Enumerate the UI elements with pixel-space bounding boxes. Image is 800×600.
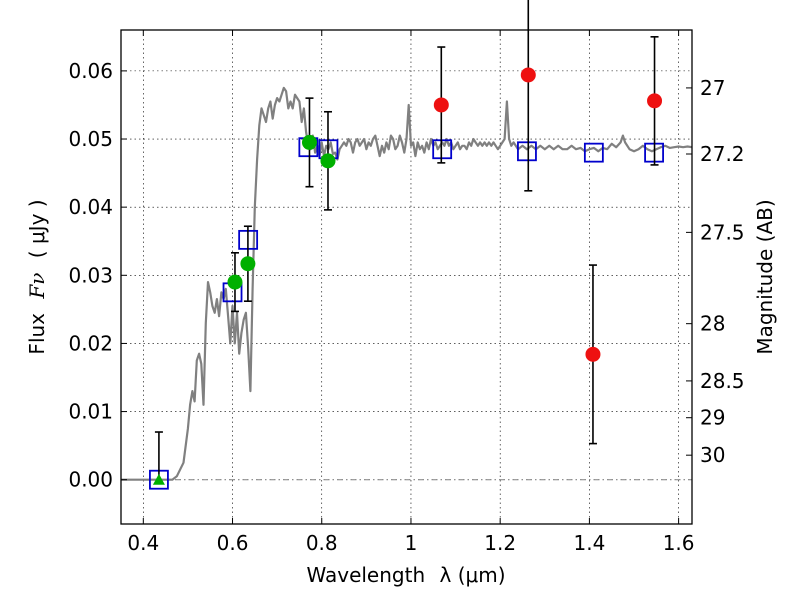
model-photometry-square [517,141,537,162]
x-tick-label: 1.2 [484,531,516,555]
observed-photometry-point [320,153,336,169]
y-tick-label: 0.00 [68,468,113,492]
observed-photometry-point [301,134,317,150]
right-tick-label: 27.5 [700,220,745,244]
right-tick-label: 27 [700,76,725,100]
x-axis-title: Wavelength λ (μm) [306,563,505,587]
observed-photometry-point [520,67,536,83]
observed-photometry-point [647,93,663,109]
x-tick-label: 0.8 [306,531,338,555]
observed-photometry-point [585,346,601,362]
observed-photometry-point [240,256,256,272]
observed-photometry-point [433,97,449,113]
observed-upper-limit-triangle [152,473,165,485]
y-axis-label-math: Fν [25,273,49,300]
y-axis-label: Flux [25,313,49,355]
grid [121,30,692,524]
x-axis-label-math: λ (μm) [440,563,506,587]
x-axis-label: Wavelength [306,563,425,587]
model-photometry-square [432,139,453,160]
x-tick-label: 0.6 [217,531,249,555]
observed-photometry-point [227,274,243,290]
right-tick-label: 29 [700,406,725,430]
x-tick-label: 1.6 [663,531,695,555]
y-tick-label: 0.06 [68,59,113,83]
right-axis-title: Magnitude (AB) [753,199,777,354]
y-tick-label: 0.01 [68,400,113,424]
right-tick-label: 30 [700,443,725,467]
right-tick-label: 27.2 [700,142,745,166]
x-tick-label: 0.4 [127,531,159,555]
y-tick-label: 0.05 [68,127,113,151]
model-spectrum-line [121,86,693,481]
x-tick-label: 1.4 [573,531,605,555]
ticks: 0.4 0.6 0.8 1 1.2 1.4 1.6 0.00 0.01 0.02 0.03 0.04 0… [68,30,745,555]
y-axis-label-unit: ( μJy ) [25,199,49,258]
plot-area [121,86,693,481]
right-tick-label: 28.5 [700,369,745,393]
y-tick-label: 0.04 [68,195,113,219]
markers [149,0,664,490]
x-tick-label: 1 [405,531,418,555]
y-axis-title: Flux Fν ( μJy ) [25,199,49,354]
y-tick-label: 0.03 [68,263,113,287]
model-photometry-square [583,142,604,163]
right-tick-label: 28 [700,312,725,336]
plot-frame [120,29,693,525]
y-tick-label: 0.02 [68,331,113,355]
